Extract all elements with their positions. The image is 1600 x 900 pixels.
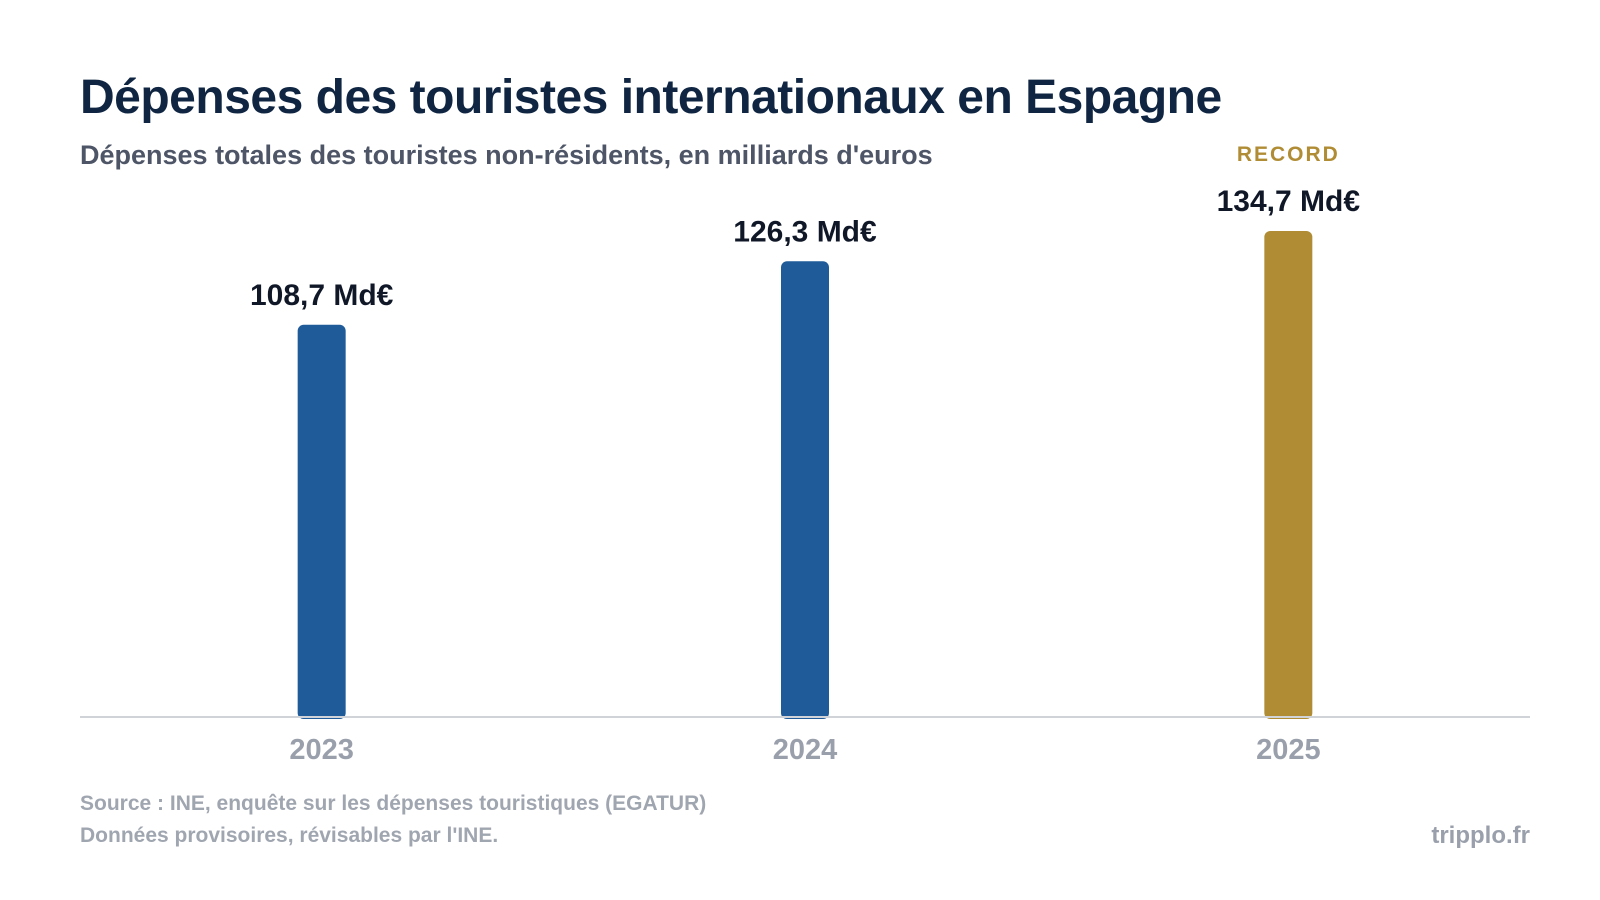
- chart-subtitle: Dépenses totales des touristes non-résid…: [80, 140, 933, 170]
- bar-2024: [781, 261, 829, 719]
- record-badge: RECORD: [1237, 143, 1340, 166]
- x-tick-label-2023: 2023: [289, 734, 354, 766]
- provisional-note: Données provisoires, révisables par l'IN…: [80, 824, 499, 847]
- bar-2025: [1264, 231, 1313, 719]
- value-label-2023: 108,7 Md€: [250, 279, 394, 312]
- source-note: Source : INE, enquête sur les dépenses t…: [80, 792, 707, 815]
- x-tick-label-2024: 2024: [773, 734, 838, 766]
- chart-title: Dépenses des touristes internationaux en…: [80, 71, 1222, 124]
- brand-label: tripplo.fr: [1431, 822, 1530, 849]
- value-label-2024: 126,3 Md€: [733, 215, 877, 248]
- x-tick-label-2025: 2025: [1256, 734, 1321, 766]
- bar-2023: [297, 324, 346, 719]
- value-label-2025: 134,7 Md€: [1217, 185, 1361, 218]
